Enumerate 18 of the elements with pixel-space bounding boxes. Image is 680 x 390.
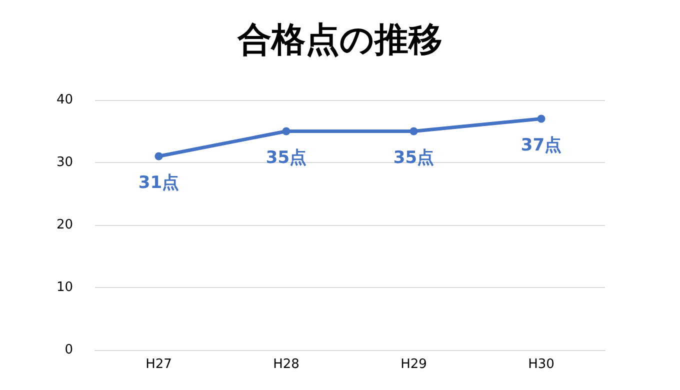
data-label: 35点 (393, 148, 434, 168)
point (154, 152, 163, 160)
point (282, 127, 290, 136)
chart-title: 合格点の推移 (236, 20, 442, 60)
y-tick-label: 0 (64, 342, 73, 358)
x-tick-label: H30 (528, 357, 554, 372)
y-tick-label: 20 (56, 218, 73, 232)
data-label: 37点 (520, 135, 562, 156)
point (537, 114, 546, 123)
x-tick-label: H29 (400, 357, 427, 372)
data-label: 31点 (138, 172, 180, 193)
point (410, 127, 418, 136)
y-tick-label: 30 (56, 155, 73, 170)
y-tick-label: 40 (56, 92, 73, 108)
x-tick-label: H27 (146, 357, 172, 372)
data-label: 35点 (266, 148, 307, 168)
x-tick-label: H28 (273, 357, 300, 372)
y-tick-label: 10 (56, 280, 73, 295)
